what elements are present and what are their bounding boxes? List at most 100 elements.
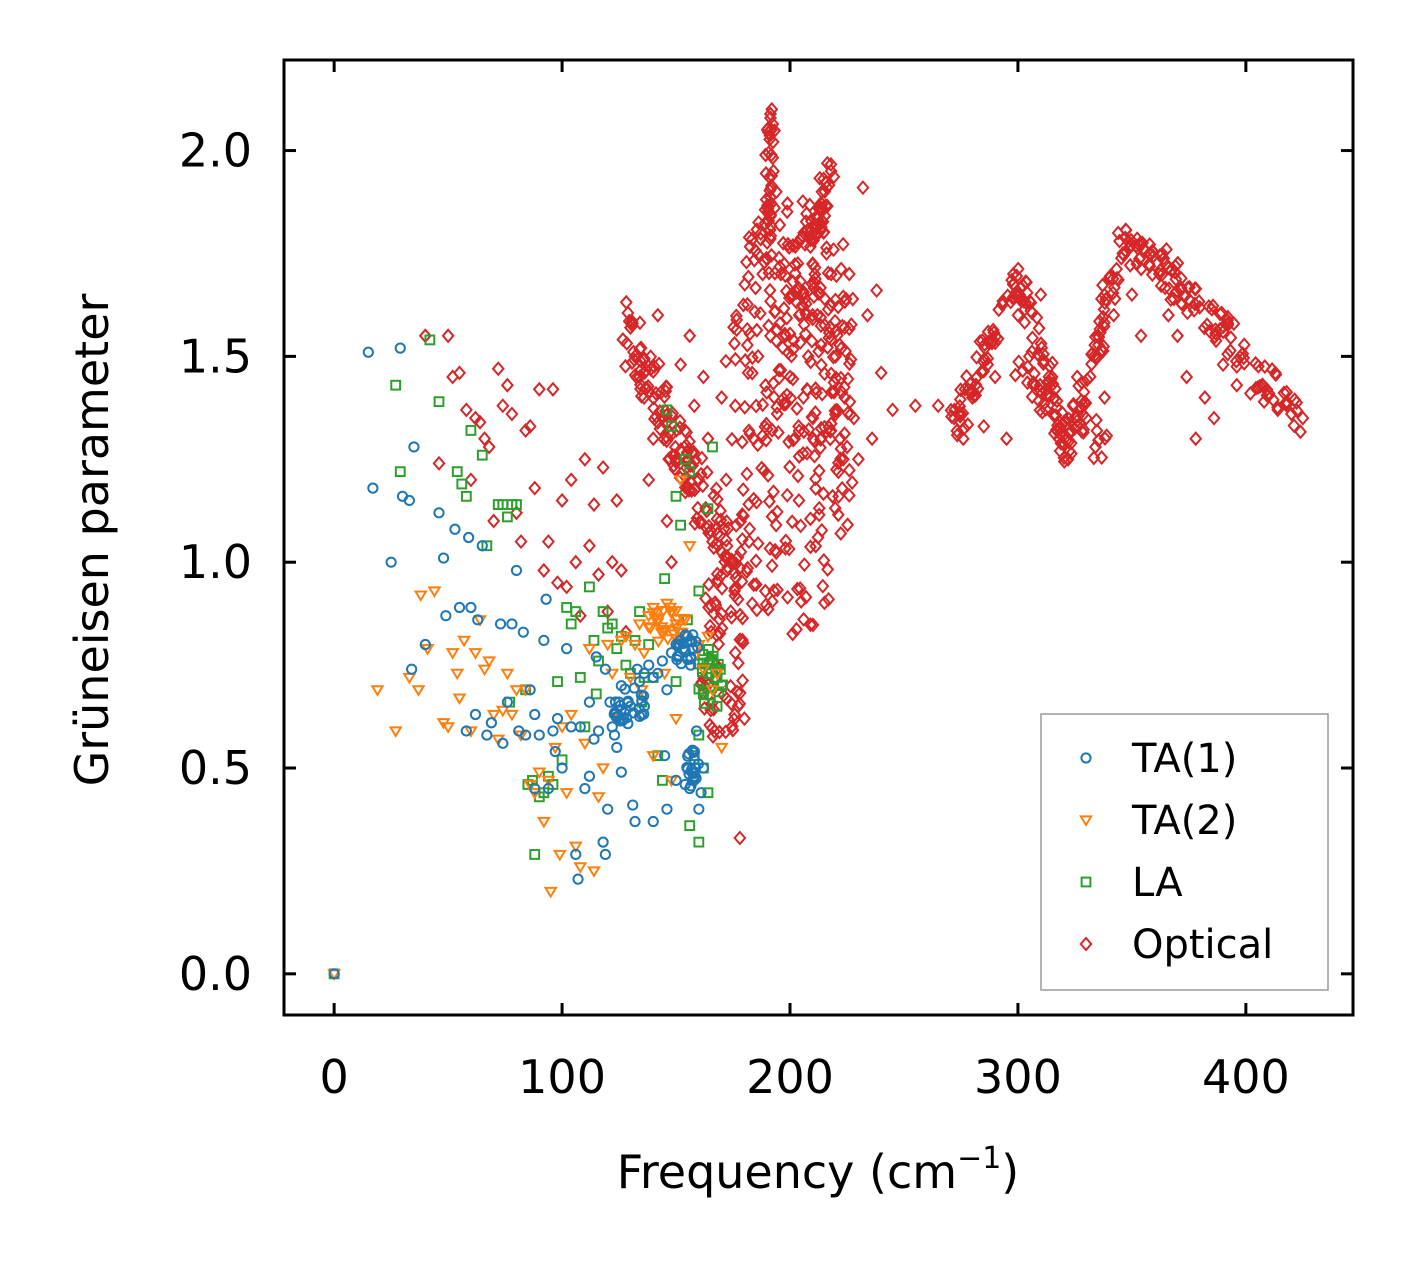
data-point-optical [1088,439,1102,455]
data-point-optical [703,717,717,733]
data-point-optical [791,468,805,484]
data-point-ta-2 [582,644,597,656]
data-point-ta-1 [362,346,374,358]
data-point-optical [793,580,807,597]
data-point-optical [728,398,742,414]
data-point-ta-2 [641,611,656,623]
data-point-optical [692,472,706,488]
x-tick-label: 200 [746,1050,834,1104]
data-point-optical [793,274,807,290]
data-point-optical [1088,337,1102,353]
data-point-ta-2 [664,606,679,619]
data-point-optical [733,685,747,701]
data-point-ta-2 [427,586,442,598]
data-point-optical [1000,431,1014,447]
data-point-la [565,618,577,630]
data-point-optical [684,483,699,499]
data-point-optical [803,539,817,555]
legend-label-ta-2: TA(2) [1131,798,1237,844]
data-point-ta-1 [572,873,584,885]
data-point-optical [1032,320,1046,336]
data-point-optical [844,351,858,368]
data-point-optical [736,610,750,626]
data-point-optical [694,466,708,482]
data-point-optical [634,340,648,356]
data-point-ta-2 [591,792,606,804]
data-point-la [590,688,602,700]
data-point-ta-2 [518,685,533,697]
data-point-optical [659,379,673,395]
data-point-ta-2 [605,668,620,681]
data-point-optical [764,293,778,309]
data-point-optical [728,580,742,596]
data-point-optical [729,517,743,533]
data-point-optical [509,505,524,521]
data-point-ta-2 [646,751,661,763]
data-point-optical [1170,328,1185,344]
data-point-optical [709,481,723,497]
data-point-optical [792,307,806,323]
data-point-optical [750,602,764,618]
data-point-optical [757,254,771,270]
data-point-ta-2 [327,969,342,981]
data-point-optical [826,242,840,258]
data-point-optical [977,418,991,434]
data-point-optical [763,540,777,557]
data-point-ta-1 [460,725,472,737]
data-point-optical [720,514,734,530]
data-point-ta-1 [419,638,431,651]
data-point-la [661,404,673,416]
data-point-optical [712,724,726,740]
data-point-optical [514,534,528,550]
data-point-optical [620,335,634,351]
data-point-ta-1 [659,750,671,762]
data-point-optical [740,321,754,337]
data-point-optical [764,218,778,234]
data-point-optical [649,385,663,401]
data-point-optical [792,280,806,296]
data-point-optical [760,235,774,251]
data-point-optical [965,390,979,406]
data-point-ta-1 [406,663,418,675]
data-point-optical [831,299,845,315]
data-point-optical [725,431,739,447]
data-point-optical [1152,266,1166,282]
data-point-ta-2 [457,635,472,648]
data-point-optical [730,684,744,700]
data-point-optical [815,386,829,402]
data-point-optical [1025,389,1039,405]
data-point-optical [764,247,778,263]
data-point-ta-1 [540,593,552,605]
data-point-optical [842,487,856,503]
data-point-la [679,453,691,465]
data-point-optical [592,567,606,583]
data-point-optical [958,381,972,397]
data-point-ta-1 [665,647,678,659]
data-point-optical [950,427,964,443]
data-point-optical [1216,319,1230,335]
data-point-optical [1061,451,1075,467]
data-point-optical [1243,385,1257,401]
data-point-optical [760,122,774,138]
data-point-ta-2 [500,668,515,681]
data-point-ta-1 [609,696,622,708]
data-point-ta-1 [570,848,582,861]
data-point-optical [726,722,740,738]
data-point-ta-2 [543,886,558,899]
data-point-optical [768,542,782,558]
data-point-optical [1097,315,1111,331]
data-point-optical [789,285,803,301]
data-point-la [465,425,477,436]
data-point-optical [814,222,828,238]
data-point-optical [829,370,843,386]
data-point-optical [1192,293,1206,309]
data-point-optical [816,486,831,502]
data-point-optical [709,521,723,537]
data-point-optical [1132,237,1146,253]
data-point-optical [714,512,728,528]
data-point-optical [947,410,961,426]
data-point-la [670,676,682,687]
data-point-optical [528,480,542,496]
data-point-optical [759,251,773,267]
data-point-ta-1 [529,782,541,795]
